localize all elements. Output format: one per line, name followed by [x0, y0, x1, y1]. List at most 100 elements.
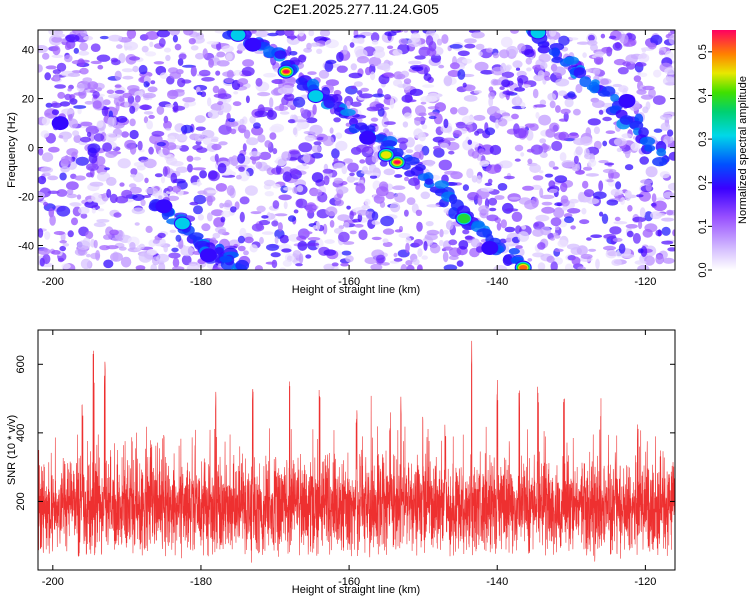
heatmap-cell [167, 135, 176, 144]
heatmap-cell [217, 101, 224, 106]
heatmap-cell [590, 234, 603, 238]
heatmap-cell [150, 80, 156, 85]
track-blob [274, 50, 287, 59]
heatmap-cell [143, 111, 154, 115]
heatmap-cell [92, 91, 100, 99]
heatmap-cell [250, 211, 262, 215]
heatmap-cell [41, 116, 51, 126]
heatmap-cell [632, 216, 646, 223]
heatmap-cell [333, 177, 344, 184]
heatmap-cell [423, 73, 432, 81]
heatmap-cell [544, 173, 554, 178]
heatmap-cell [550, 237, 555, 241]
heatmap-cell [371, 154, 379, 163]
heatmap-cell [449, 62, 460, 70]
heatmap-cell [608, 35, 617, 40]
heatmap-cell [217, 93, 232, 100]
heatmap-cell [661, 226, 671, 236]
heatmap-cell [370, 263, 383, 270]
heatmap-xtick-label: -120 [634, 276, 656, 288]
heatmap-cell [661, 240, 674, 245]
heatmap-cell [272, 183, 281, 189]
heatmap-cell [630, 142, 641, 151]
heatmap-cell [177, 58, 184, 66]
heatmap-cell [361, 204, 371, 210]
heatmap-cell [364, 198, 371, 206]
heatmap-cell [297, 30, 305, 37]
heatmap-cell [501, 79, 511, 87]
heatmap-cell [93, 222, 106, 228]
track-blob [537, 45, 550, 54]
heatmap-cell [637, 264, 650, 270]
heatmap-cell [67, 72, 81, 77]
heatmap-cell [175, 234, 182, 242]
colorbar-label: Normalized spectral amplitude [737, 76, 749, 224]
heatmap-cells [38, 30, 675, 270]
heatmap-cell [90, 43, 101, 52]
heatmap-cell [571, 256, 581, 266]
heatmap-cell [293, 209, 299, 214]
heatmap-cell [179, 145, 190, 152]
heatmap-cell [610, 171, 620, 179]
heatmap-cell [214, 153, 219, 162]
heatmap-cell [265, 261, 276, 265]
heatmap-cell [170, 172, 178, 184]
heatmap-cell [484, 127, 496, 136]
heatmap-cell [220, 216, 226, 223]
heatmap-cell [269, 97, 274, 108]
heatmap-cell [277, 222, 283, 232]
heatmap-cell [157, 232, 166, 238]
heatmap-cell [359, 159, 366, 164]
heatmap-cell [242, 59, 255, 67]
heatmap-cell [197, 190, 208, 195]
heatmap-hotspot [529, 30, 547, 40]
heatmap-cell [183, 30, 194, 36]
heatmap-cell [202, 48, 208, 59]
heatmap-cell [74, 175, 86, 181]
heatmap-cell [38, 228, 44, 238]
heatmap-cell [163, 120, 172, 130]
heatmap-cell [408, 60, 422, 65]
heatmap-cell [575, 169, 585, 175]
heatmap-cell [289, 51, 298, 56]
heatmap-cell [303, 130, 314, 135]
heatmap-cell [168, 90, 177, 97]
heatmap-hotspot [199, 248, 217, 263]
heatmap-cell [579, 219, 590, 225]
heatmap-cell [571, 164, 581, 172]
heatmap-cell [504, 208, 519, 212]
heatmap-cell [106, 176, 117, 186]
heatmap-cell [471, 175, 478, 183]
heatmap-cell [622, 61, 631, 67]
heatmap-cell [369, 175, 378, 179]
heatmap-cell [295, 124, 303, 131]
heatmap-cell [480, 70, 494, 75]
heatmap-cell [60, 166, 70, 173]
heatmap-cell [554, 248, 564, 252]
heatmap-cell [181, 254, 192, 266]
track-blob [323, 96, 336, 109]
heatmap-cell [613, 221, 628, 225]
heatmap-cell [101, 105, 109, 117]
heatmap-cell [42, 253, 51, 265]
heatmap-cell [103, 234, 112, 240]
heatmap-cell [644, 255, 655, 266]
heatmap-cell [307, 237, 321, 241]
heatmap-cell [383, 121, 396, 125]
heatmap-cell [666, 209, 674, 216]
heatmap-cell [114, 84, 122, 88]
heatmap-cell [625, 54, 638, 64]
heatmap-cell [530, 144, 544, 155]
heatmap-cell [311, 145, 322, 153]
heatmap-cell [77, 240, 91, 251]
heatmap-cell [356, 209, 370, 216]
heatmap-cell [105, 151, 117, 158]
heatmap-cell [57, 91, 66, 99]
heatmap-cell [392, 185, 406, 190]
heatmap-cell [59, 101, 71, 107]
heatmap-cell [587, 118, 601, 126]
heatmap-cell [340, 262, 349, 267]
heatmap-cell [308, 30, 315, 37]
heatmap-cell [91, 192, 102, 203]
